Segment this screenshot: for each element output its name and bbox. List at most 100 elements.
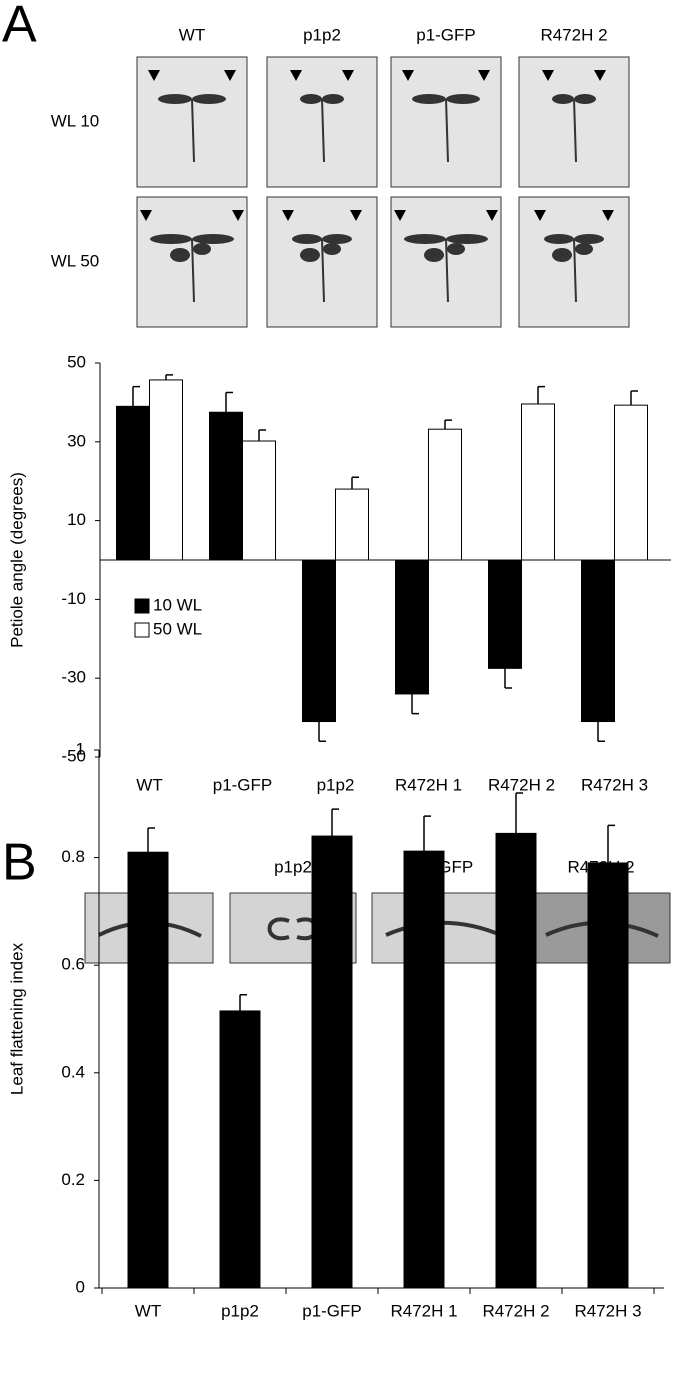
leaf <box>552 94 574 104</box>
arrowhead <box>232 210 244 221</box>
y-tick-label: 10 <box>67 510 86 529</box>
bar <box>581 559 615 723</box>
bar <box>614 404 648 561</box>
x-tick-label: WT <box>136 775 162 794</box>
bar <box>488 559 522 669</box>
stem <box>191 238 195 303</box>
error-bar <box>423 815 431 852</box>
leaf <box>170 248 190 262</box>
bar <box>311 835 353 1289</box>
leaf <box>300 248 320 262</box>
bar <box>335 488 369 561</box>
arrowhead <box>148 70 160 81</box>
leaf <box>150 234 192 244</box>
legend-label: 10 WL <box>153 595 202 614</box>
arrowhead <box>594 70 606 81</box>
leaf <box>322 234 352 244</box>
x-tick-label: p1p2 <box>221 1301 259 1320</box>
leaf <box>544 234 574 244</box>
bar <box>127 851 169 1289</box>
arrowhead <box>402 70 414 81</box>
y-tick-label: 0.8 <box>61 847 85 866</box>
bar <box>495 832 537 1289</box>
arrowhead <box>602 210 614 221</box>
leaf <box>323 243 341 255</box>
leaf <box>292 234 322 244</box>
error-bar <box>132 385 140 407</box>
arrowhead <box>534 210 546 221</box>
stem <box>191 98 195 163</box>
column-label: WT <box>179 25 205 44</box>
leaf <box>322 94 344 104</box>
column-label: R472H 2 <box>540 25 607 44</box>
y-tick-label: 0.6 <box>61 955 85 974</box>
x-tick-label: R472H 2 <box>482 1301 549 1320</box>
error-bar <box>147 827 155 853</box>
leaf <box>446 94 480 104</box>
bar <box>116 405 150 561</box>
y-tick-label: 0 <box>76 1277 85 1296</box>
column-label: p1p2 <box>303 25 341 44</box>
leaf <box>574 234 604 244</box>
stem <box>445 98 449 163</box>
x-tick-label: p1p2 <box>317 775 355 794</box>
x-tick-label: R472H 3 <box>581 775 648 794</box>
leaf <box>300 94 322 104</box>
panel-label: B <box>2 834 37 892</box>
error-bar <box>537 385 545 404</box>
error-bar <box>351 476 359 490</box>
stem <box>573 98 577 163</box>
column-label: p1p2 <box>274 857 312 876</box>
leaf <box>158 94 192 104</box>
bar <box>395 559 429 695</box>
leaf <box>575 243 593 255</box>
x-tick-label: R472H 3 <box>574 1301 641 1320</box>
y-tick-label: -10 <box>61 589 86 608</box>
error-bar <box>411 693 419 715</box>
leaf <box>574 94 596 104</box>
arrowhead <box>350 210 362 221</box>
stem <box>573 238 577 303</box>
bar <box>219 1010 261 1289</box>
bar <box>521 403 555 561</box>
arrowhead <box>342 70 354 81</box>
error-bar <box>515 792 523 834</box>
y-tick-label: -30 <box>61 668 86 687</box>
error-bar <box>318 721 326 742</box>
column-label: p1-GFP <box>416 25 476 44</box>
x-tick-label: R472H 2 <box>488 775 555 794</box>
leaf <box>446 234 488 244</box>
error-bar <box>630 390 638 406</box>
y-tick-label: 50 <box>67 352 86 371</box>
arrowhead <box>282 210 294 221</box>
y-tick-label: -50 <box>61 746 86 765</box>
arrowhead <box>486 210 498 221</box>
row-label: WL 10 <box>51 111 100 130</box>
x-tick-label: WT <box>135 1301 161 1320</box>
arrowhead <box>542 70 554 81</box>
leaf <box>192 234 234 244</box>
leaf <box>192 94 226 104</box>
row-label: WL 50 <box>51 251 100 270</box>
bar <box>242 440 276 561</box>
arrowhead <box>478 70 490 81</box>
bar <box>149 379 183 561</box>
arrowhead <box>290 70 302 81</box>
x-tick-label: p1-GFP <box>213 775 273 794</box>
error-bar <box>331 808 339 837</box>
legend-swatch <box>134 598 150 614</box>
y-axis-label: Leaf flattening index <box>7 942 26 1095</box>
error-bar <box>597 721 605 742</box>
leaf <box>404 234 446 244</box>
error-bar <box>607 824 615 863</box>
x-tick-label: R472H 1 <box>395 775 462 794</box>
leaf <box>193 243 211 255</box>
y-tick-label: 0.2 <box>61 1170 85 1189</box>
stem <box>321 98 325 163</box>
arrowhead <box>224 70 236 81</box>
leaf <box>552 248 572 262</box>
leaf <box>412 94 446 104</box>
y-tick-label: 30 <box>67 431 86 450</box>
arrowhead <box>394 210 406 221</box>
